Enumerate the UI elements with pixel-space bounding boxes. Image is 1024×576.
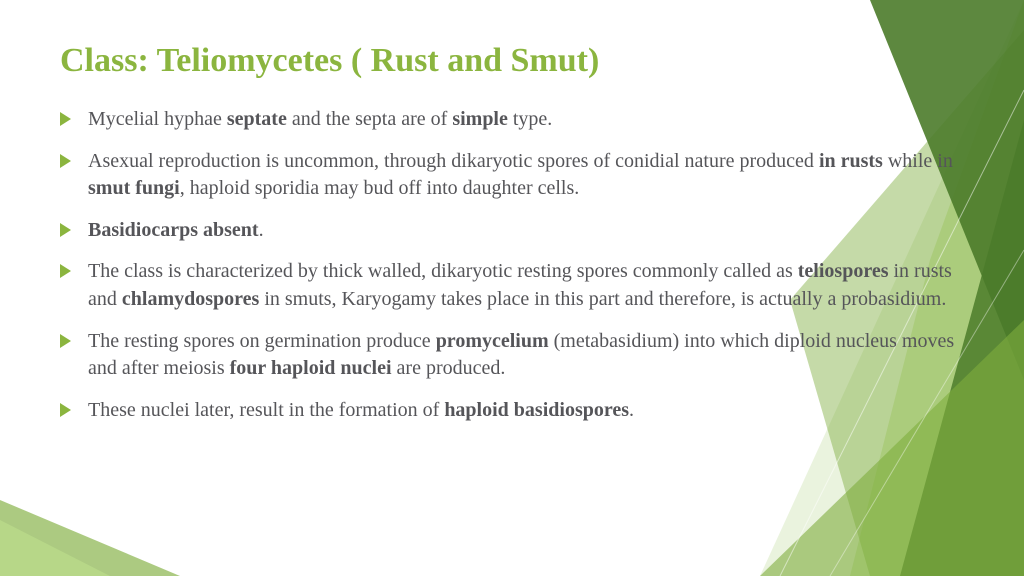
- text: , haploid sporidia may bud off into daug…: [180, 177, 580, 199]
- text: and the septa are of: [287, 108, 452, 130]
- text: The resting spores on germination produc…: [88, 330, 436, 352]
- text: Asexual reproduction is uncommon, throug…: [88, 150, 819, 172]
- text: type.: [508, 108, 552, 130]
- text: in smuts, Karyogamy takes place in this …: [259, 288, 946, 310]
- bold-text: four haploid nuclei: [230, 357, 392, 379]
- bold-text: teliospores: [798, 260, 889, 282]
- bold-text: septate: [227, 108, 287, 130]
- bullet-item: Basidiocarps absent.: [60, 217, 964, 245]
- bullet-item: These nuclei later, result in the format…: [60, 397, 964, 425]
- bullet-list: Mycelial hyphae septate and the septa ar…: [60, 106, 964, 424]
- bold-text: smut fungi: [88, 177, 180, 199]
- bold-text: simple: [452, 108, 508, 130]
- bold-text: haploid basidiospores: [444, 399, 629, 421]
- bullet-item: The resting spores on germination produc…: [60, 328, 964, 383]
- bold-text: in rusts: [819, 150, 883, 172]
- text: are produced.: [392, 357, 506, 379]
- bullet-item: Mycelial hyphae septate and the septa ar…: [60, 106, 964, 134]
- text: .: [629, 399, 634, 421]
- bold-text: Basidiocarps absent: [88, 219, 259, 241]
- text: Mycelial hyphae: [88, 108, 227, 130]
- slide-content: Class: Teliomycetes ( Rust and Smut) Myc…: [0, 0, 1024, 424]
- bold-text: promycelium: [436, 330, 549, 352]
- bullet-item: Asexual reproduction is uncommon, throug…: [60, 148, 964, 203]
- bold-text: chlamydospores: [122, 288, 259, 310]
- text: .: [259, 219, 264, 241]
- slide-title: Class: Teliomycetes ( Rust and Smut): [60, 42, 964, 80]
- text: The class is characterized by thick wall…: [88, 260, 798, 282]
- text: These nuclei later, result in the format…: [88, 399, 444, 421]
- text: while in: [883, 150, 953, 172]
- bullet-item: The class is characterized by thick wall…: [60, 258, 964, 313]
